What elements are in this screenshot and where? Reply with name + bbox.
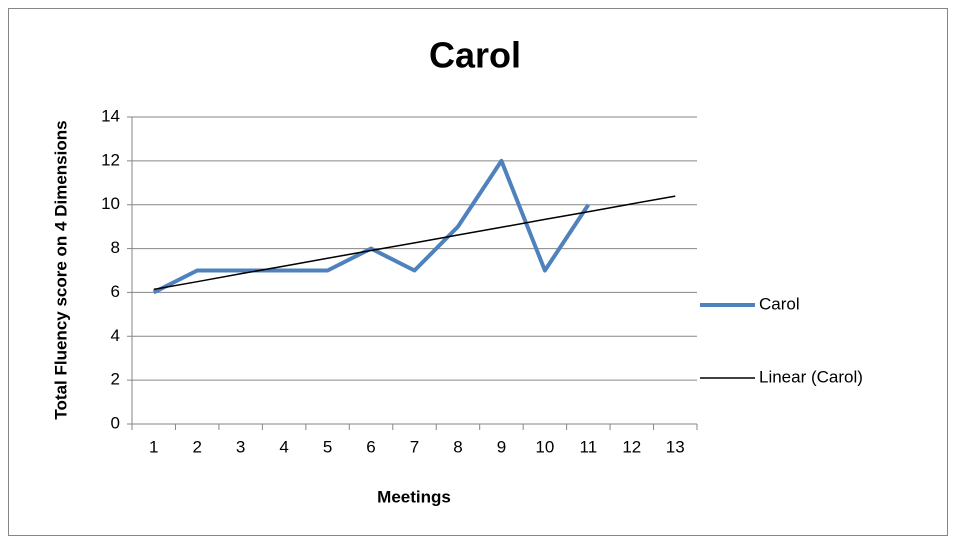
y-tick-label: 8 — [111, 238, 120, 257]
x-tick-label: 8 — [453, 437, 462, 456]
y-tick-label: 0 — [111, 413, 120, 432]
y-tick-label: 14 — [101, 106, 120, 125]
x-tick-label: 5 — [323, 437, 332, 456]
x-tick-label: 7 — [410, 437, 419, 456]
legend-label: Linear (Carol) — [759, 367, 863, 386]
y-tick-label: 2 — [111, 370, 120, 389]
y-tick-label: 6 — [111, 282, 120, 301]
y-axis-label: Total Fluency score on 4 Dimensions — [51, 120, 70, 419]
x-tick-label: 4 — [279, 437, 288, 456]
trend-line — [153, 195, 676, 291]
legend-label: Carol — [759, 294, 800, 313]
x-tick-label: 1 — [149, 437, 158, 456]
x-tick-label: 3 — [236, 437, 245, 456]
y-tick-label: 12 — [101, 150, 120, 169]
y-tick-label: 4 — [111, 326, 120, 345]
x-tick-label: 13 — [666, 437, 685, 456]
x-tick-label: 6 — [366, 437, 375, 456]
x-axis-label: Meetings — [377, 487, 451, 506]
data-line — [152, 158, 591, 295]
x-tick-label: 9 — [497, 437, 506, 456]
x-tick-label: 11 — [580, 437, 598, 456]
x-tick-label: 2 — [192, 437, 201, 456]
x-tick-label: 12 — [622, 437, 641, 456]
y-tick-label: 10 — [101, 194, 120, 213]
chart-title: Carol — [429, 35, 521, 76]
chart-frame — [8, 8, 948, 536]
x-tick-label: 10 — [535, 437, 554, 456]
